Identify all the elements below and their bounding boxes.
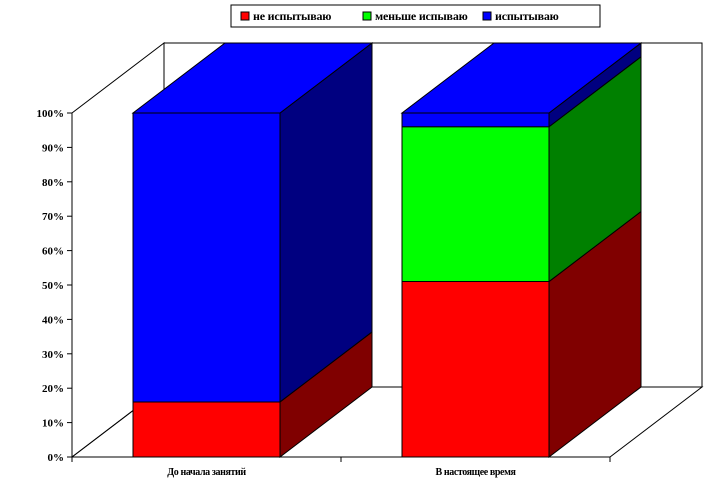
y-tick-label: 10%	[42, 418, 64, 430]
bar-top	[400, 42, 643, 114]
legend-box	[230, 4, 601, 28]
bar-segment-front	[401, 112, 550, 128]
legend-label: не испытываю	[253, 9, 331, 23]
x-category-label: До начала занятий	[167, 467, 246, 478]
y-tick-label: 0%	[48, 452, 65, 464]
y-tick-label: 20%	[42, 383, 64, 395]
y-axis-ticks: 0% 10% 20% 30% 40% 50% 60% 70% 80% 90% 100%	[37, 108, 72, 464]
y-tick-label: 90%	[42, 142, 64, 154]
bar-segment-front	[132, 112, 281, 403]
y-tick-label: 60%	[42, 246, 64, 258]
y-tick-label: 100%	[37, 108, 65, 120]
y-tick-label: 40%	[42, 314, 64, 326]
legend-label: меньше испываю	[375, 9, 468, 23]
legend-label: испытываю	[495, 9, 559, 23]
bar-segment-front	[401, 281, 550, 458]
y-tick-label: 50%	[42, 280, 64, 292]
bar-top	[131, 42, 374, 114]
y-tick-label: 70%	[42, 211, 64, 223]
bar-segment-front	[401, 126, 550, 283]
legend-swatch	[482, 11, 492, 21]
y-tick-label: 30%	[42, 349, 64, 361]
y-tick-label: 80%	[42, 177, 64, 189]
x-axis-categories: До начала занятий В настоящее время	[167, 467, 517, 478]
x-category-label: В настоящее время	[435, 467, 516, 478]
bar-segment-front	[132, 401, 281, 458]
chart-legend: не испытываю меньше испываю испытываю	[230, 4, 601, 28]
chart-bars	[131, 41, 643, 459]
legend-swatch	[362, 11, 372, 21]
legend-swatch	[240, 11, 250, 21]
